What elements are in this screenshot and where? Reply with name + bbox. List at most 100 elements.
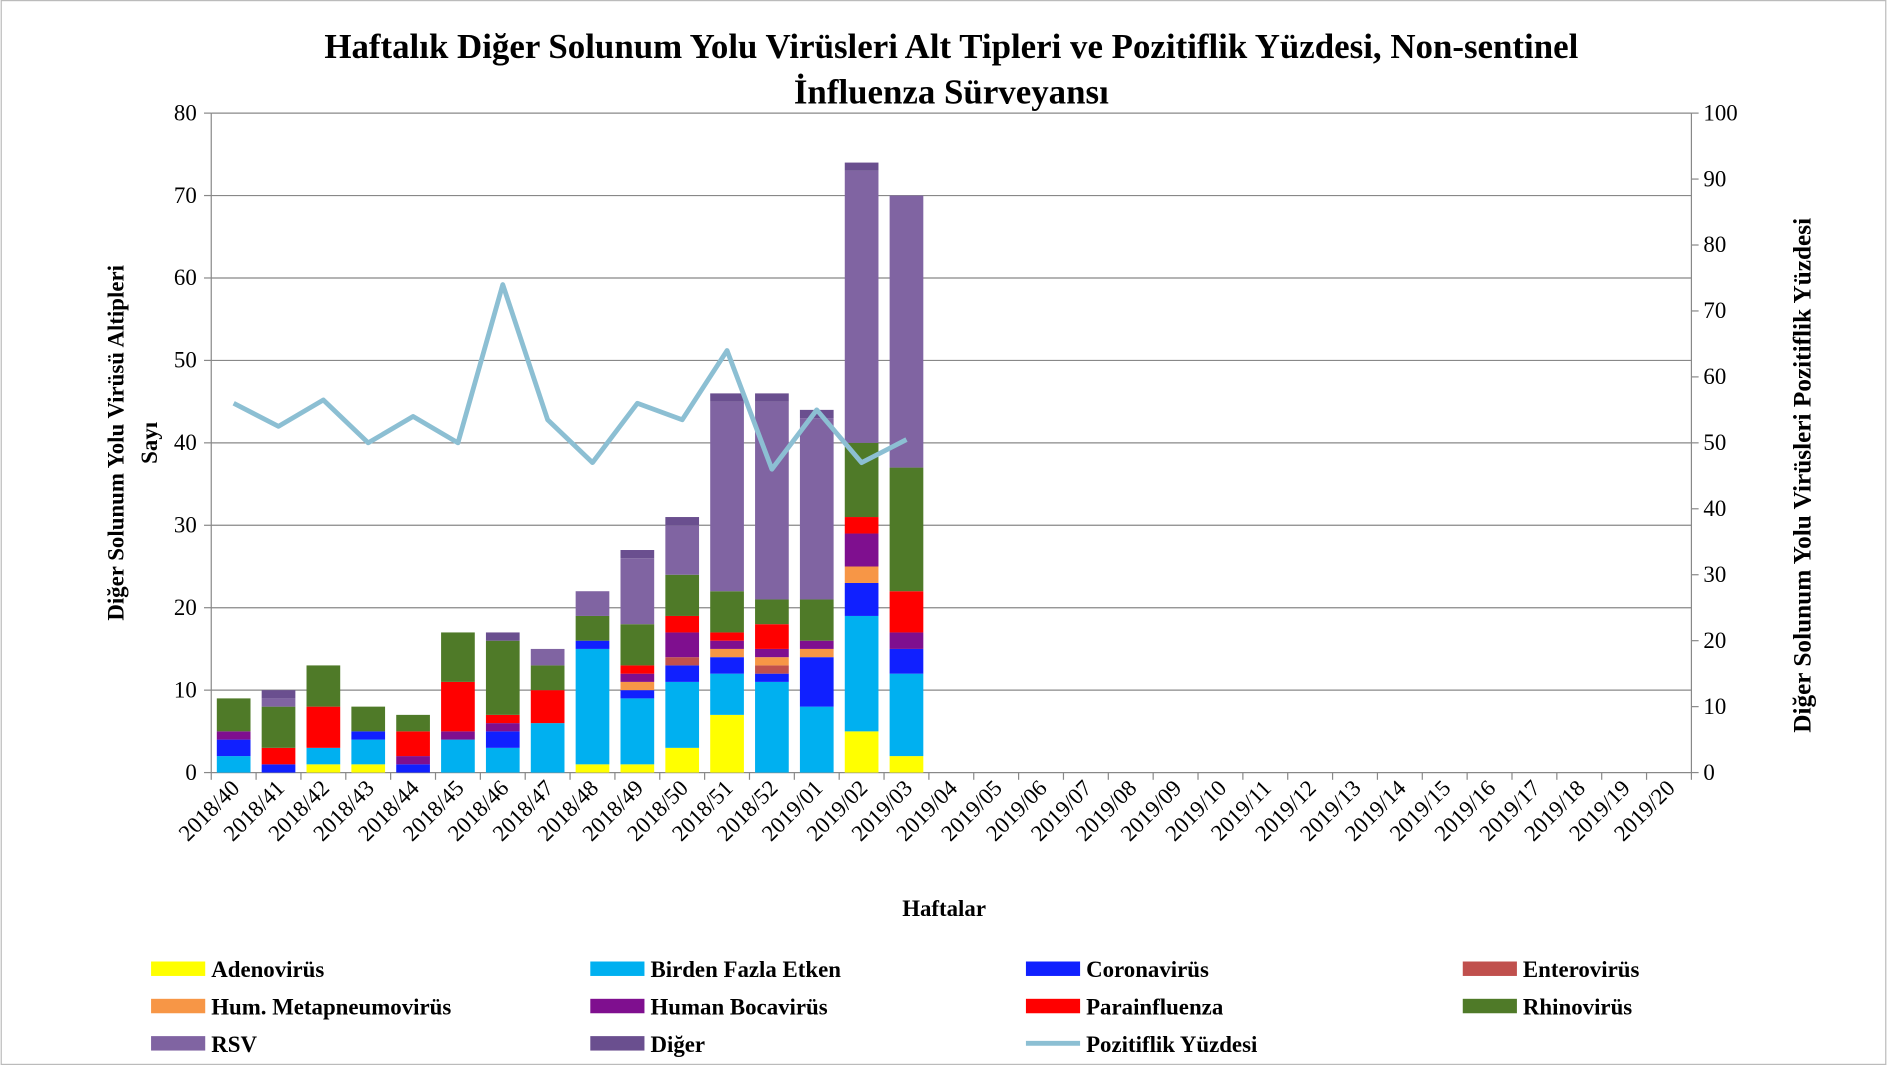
y2-axis-title: Diğer Solunum Yolu Virüsleri Pozitiflik … bbox=[1789, 218, 1817, 733]
legend-swatch bbox=[590, 1036, 645, 1051]
bar-segment bbox=[485, 632, 520, 641]
bar-segment bbox=[575, 615, 610, 641]
bar-segment bbox=[665, 525, 700, 575]
bar-segment bbox=[261, 698, 296, 707]
bar-segment bbox=[710, 591, 744, 633]
bar-segment bbox=[755, 673, 789, 682]
bar-segment bbox=[306, 665, 341, 707]
legend-swatch bbox=[590, 998, 645, 1014]
bar-segment bbox=[844, 533, 879, 567]
bar-segment bbox=[575, 648, 610, 765]
legend-label: Birden Fazla Etken bbox=[650, 957, 841, 982]
bar-segment bbox=[620, 698, 655, 765]
bar-segment bbox=[485, 714, 520, 724]
bar-segment bbox=[889, 591, 924, 633]
bar-segment bbox=[755, 648, 789, 658]
bar-segment bbox=[620, 690, 655, 699]
bar-segment bbox=[530, 648, 565, 666]
bar-segment bbox=[261, 706, 296, 748]
bar-segment bbox=[755, 393, 789, 402]
bar-segment bbox=[575, 640, 610, 649]
bar-segment bbox=[441, 681, 475, 732]
bar-segment bbox=[710, 648, 744, 658]
bar-segment bbox=[620, 624, 655, 666]
legend-label: Diğer bbox=[650, 1032, 705, 1057]
bar-segment bbox=[485, 747, 520, 773]
bar-segment bbox=[216, 739, 251, 757]
bar-segment bbox=[710, 714, 744, 773]
bar-segment bbox=[620, 550, 655, 559]
y2-tick-label: 90 bbox=[1703, 166, 1726, 191]
bar-segment bbox=[665, 657, 700, 666]
y-tick-label: 0 bbox=[185, 760, 196, 785]
bar-segment bbox=[216, 756, 251, 773]
bar-segment bbox=[799, 409, 834, 419]
bar-segment bbox=[889, 756, 924, 773]
line-series bbox=[232, 282, 908, 472]
bar-segment bbox=[261, 764, 296, 773]
bar-segment bbox=[844, 731, 879, 773]
bar-segment bbox=[665, 681, 700, 748]
bar-segment bbox=[755, 657, 789, 666]
bar-segment bbox=[575, 591, 610, 616]
bar-segment bbox=[261, 747, 296, 765]
legend-swatch bbox=[1462, 998, 1517, 1014]
y2-tick-label: 20 bbox=[1703, 628, 1726, 653]
bar-segment bbox=[530, 690, 565, 724]
y2-tick-label: 10 bbox=[1703, 694, 1726, 719]
bar-segment bbox=[710, 673, 744, 715]
bar-segment bbox=[710, 632, 744, 641]
y-tick-label: 50 bbox=[174, 348, 197, 373]
chart-title: İnfluenza Sürveyansı bbox=[794, 72, 1109, 111]
bar-segment bbox=[665, 517, 700, 526]
bar-segment bbox=[261, 690, 296, 699]
bar-segment bbox=[710, 657, 744, 674]
bar-segment bbox=[396, 764, 430, 773]
y2-tick-label: 30 bbox=[1703, 562, 1726, 587]
bar-segment bbox=[844, 566, 879, 583]
y2-tick-label: 60 bbox=[1703, 364, 1726, 389]
bar-segment bbox=[351, 739, 386, 765]
bar-segment bbox=[799, 648, 834, 658]
bar-segment bbox=[485, 723, 520, 732]
bar-segment bbox=[351, 731, 386, 740]
bar-segment bbox=[889, 467, 924, 592]
bar-segment bbox=[620, 681, 655, 691]
bar-segment bbox=[844, 170, 879, 443]
bar-segment bbox=[710, 640, 744, 649]
bar-segment bbox=[620, 764, 655, 773]
bar-segment bbox=[799, 418, 834, 600]
y-tick-label: 30 bbox=[174, 513, 197, 538]
legend-label: RSV bbox=[211, 1032, 257, 1057]
bar-segment bbox=[665, 632, 700, 658]
bar-segment bbox=[844, 615, 879, 732]
legend-swatch bbox=[1025, 961, 1081, 976]
y2-tick-label: 0 bbox=[1703, 760, 1714, 785]
bar-segment bbox=[889, 673, 924, 757]
bar-segment bbox=[306, 764, 341, 773]
legend-label: Pozitiflik Yüzdesi bbox=[1086, 1032, 1258, 1057]
y-tick-label: 70 bbox=[174, 183, 197, 208]
y-tick-label: 40 bbox=[174, 430, 197, 455]
bar-segment bbox=[306, 747, 341, 765]
y-axis-title: Diğer Solunum Yolu Virüsü Altipleri bbox=[103, 264, 128, 620]
y2-tick-label: 80 bbox=[1703, 232, 1726, 257]
y2-tick-label: 50 bbox=[1703, 430, 1726, 455]
bar-segment bbox=[755, 599, 789, 625]
bar-segment bbox=[575, 764, 610, 773]
bar-segment bbox=[620, 558, 655, 625]
bar-segment bbox=[441, 739, 475, 773]
legend-swatch bbox=[1462, 961, 1517, 976]
bar-segment bbox=[755, 624, 789, 649]
bar-segment bbox=[396, 731, 430, 757]
bar-segment bbox=[665, 615, 700, 633]
legend-swatch bbox=[590, 961, 645, 976]
bar-segment bbox=[306, 706, 341, 748]
legend-swatch bbox=[1025, 998, 1081, 1014]
legend-swatch bbox=[151, 998, 206, 1014]
bar-segment bbox=[530, 665, 565, 691]
bar-segment bbox=[844, 162, 879, 171]
